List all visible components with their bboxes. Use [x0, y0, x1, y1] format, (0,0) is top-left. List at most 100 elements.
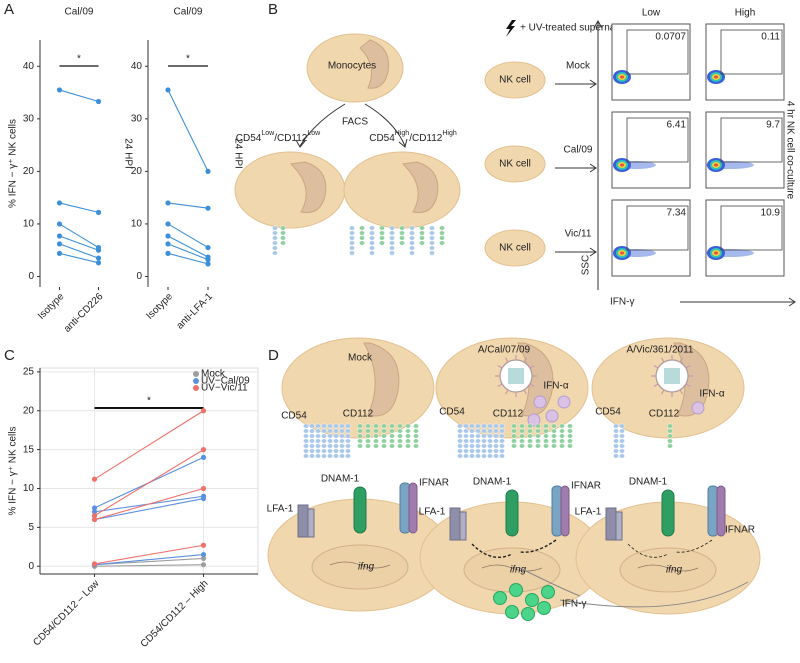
ligand — [511, 428, 517, 434]
point — [91, 505, 98, 511]
ifn-alpha — [557, 395, 571, 409]
text: High — [395, 130, 410, 137]
point — [165, 250, 171, 256]
label: Monocytes — [328, 61, 376, 72]
gate — [720, 205, 783, 251]
ligand — [463, 438, 469, 444]
ligand — [357, 428, 363, 434]
ligand — [359, 225, 365, 231]
ligand — [357, 438, 363, 444]
ifng-label: ifng — [510, 565, 527, 576]
ligand — [315, 453, 321, 459]
ligand — [457, 438, 463, 444]
plot-frame — [611, 199, 691, 277]
point — [205, 205, 211, 211]
gate-value: 0.0707 — [655, 32, 686, 43]
virus-core — [664, 368, 680, 384]
ligand — [413, 428, 419, 434]
point — [91, 561, 98, 567]
ifn-gamma — [537, 601, 551, 615]
ligand — [519, 428, 525, 434]
ligand — [527, 443, 533, 449]
ligand — [369, 240, 375, 246]
ifn-gamma-label: IFN-γ — [562, 599, 586, 610]
ligand — [272, 230, 278, 236]
text: /CD112 — [274, 133, 308, 144]
ligand — [357, 423, 363, 429]
text: Low — [261, 130, 275, 137]
cell — [234, 151, 346, 229]
ligand — [303, 453, 309, 459]
ligand — [365, 423, 371, 429]
ligand — [365, 443, 371, 449]
point — [200, 542, 207, 548]
ligand — [613, 453, 619, 459]
ligand — [315, 433, 321, 439]
ligand — [309, 453, 315, 459]
y-tick-label: 20 — [131, 166, 143, 177]
point — [165, 233, 171, 239]
ligand — [481, 438, 487, 444]
virus-spike — [679, 357, 684, 363]
ligand — [493, 443, 499, 449]
ligand — [315, 428, 321, 434]
ligand — [567, 438, 573, 444]
pair-line — [94, 487, 204, 521]
ligand — [333, 423, 339, 429]
ligand — [389, 230, 395, 236]
signal — [471, 539, 557, 558]
nk-label: NK cell — [499, 159, 531, 170]
signal — [627, 539, 713, 558]
point — [56, 250, 63, 256]
ligand — [481, 443, 487, 449]
point — [200, 447, 207, 453]
pair-line — [167, 235, 209, 258]
ligand — [419, 225, 425, 231]
plot-frame — [705, 199, 785, 277]
ifnar — [408, 482, 418, 534]
point — [200, 555, 207, 562]
ligand — [399, 240, 405, 246]
virus-spike — [529, 364, 535, 369]
nk-cell — [484, 61, 546, 99]
nk-label: NK cell — [499, 243, 531, 254]
ligand — [499, 448, 505, 454]
plot-frame — [611, 23, 691, 101]
ligand — [439, 225, 445, 231]
ligand — [493, 433, 499, 439]
dnam1 — [353, 486, 367, 534]
ligand — [409, 250, 415, 256]
ligand — [309, 448, 315, 454]
virus-spike — [529, 383, 535, 388]
gate — [626, 205, 689, 251]
arrow-head — [398, 138, 408, 148]
ligand — [272, 235, 278, 241]
ligand — [469, 423, 475, 429]
ligand — [389, 423, 395, 429]
gate — [720, 29, 783, 75]
ligand — [559, 433, 565, 439]
ligand — [345, 448, 351, 454]
ligand — [535, 443, 541, 449]
panel-b: Monocytes FACS CD54Low/CD112Low CD54High… — [234, 8, 796, 308]
ligand — [559, 423, 565, 429]
virus-spike — [685, 364, 691, 369]
point — [200, 495, 207, 502]
ligand — [543, 433, 549, 439]
y-tick-label: 0 — [136, 271, 142, 282]
ligand — [399, 230, 405, 236]
ligand — [389, 443, 395, 449]
ligand — [493, 453, 499, 459]
x-tick-label: Isotype — [36, 291, 67, 322]
ligand — [475, 453, 481, 459]
ligand — [475, 423, 481, 429]
ligand — [613, 448, 619, 454]
ligand — [543, 443, 549, 449]
legend-label: Mock — [201, 369, 226, 380]
ligand — [339, 453, 345, 459]
chart-title: Cal/09 — [65, 7, 94, 18]
ligand — [280, 230, 286, 236]
ifn-gamma — [493, 591, 507, 605]
y-tick-label: 25 — [23, 367, 35, 378]
ligand — [667, 443, 673, 449]
